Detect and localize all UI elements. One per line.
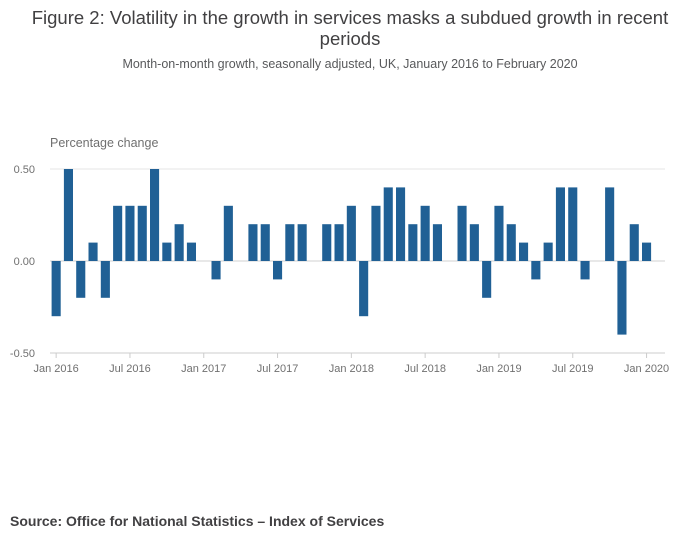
bar[interactable]: [346, 205, 356, 261]
x-tick-label: Jan 2020: [624, 363, 669, 375]
bar[interactable]: [432, 224, 442, 261]
bar[interactable]: [150, 169, 160, 261]
bar[interactable]: [297, 224, 307, 261]
bar[interactable]: [186, 242, 196, 261]
bar[interactable]: [617, 261, 627, 335]
bar[interactable]: [137, 205, 147, 261]
bar[interactable]: [285, 224, 295, 261]
x-tick-label: Jan 2019: [476, 363, 521, 375]
x-tick-label: Jan 2017: [181, 363, 226, 375]
bar[interactable]: [51, 261, 61, 317]
x-tick-label: Jan 2018: [329, 363, 374, 375]
bar[interactable]: [273, 261, 283, 280]
bar[interactable]: [248, 224, 258, 261]
bar[interactable]: [383, 187, 393, 261]
bar[interactable]: [371, 205, 381, 261]
bar[interactable]: [100, 261, 110, 298]
bar[interactable]: [494, 205, 504, 261]
bar[interactable]: [260, 224, 270, 261]
bar[interactable]: [629, 224, 639, 261]
bar[interactable]: [408, 224, 418, 261]
bar[interactable]: [642, 242, 652, 261]
y-tick-label: 0.00: [14, 256, 35, 268]
bar[interactable]: [125, 205, 135, 261]
bar[interactable]: [113, 205, 123, 261]
bar[interactable]: [211, 261, 221, 280]
bar[interactable]: [322, 224, 332, 261]
bar[interactable]: [223, 205, 233, 261]
x-tick-label: Jul 2017: [257, 363, 299, 375]
bar[interactable]: [580, 261, 590, 280]
bar[interactable]: [605, 187, 615, 261]
bar[interactable]: [359, 261, 369, 317]
bar[interactable]: [76, 261, 86, 298]
x-tick-label: Jul 2019: [552, 363, 594, 375]
bar[interactable]: [555, 187, 565, 261]
bar[interactable]: [88, 242, 98, 261]
bar[interactable]: [543, 242, 553, 261]
y-tick-label: -0.50: [10, 348, 35, 360]
bar[interactable]: [420, 205, 430, 261]
bar[interactable]: [482, 261, 492, 298]
bar[interactable]: [506, 224, 516, 261]
bar[interactable]: [519, 242, 529, 261]
chart-title: Figure 2: Volatility in the growth in se…: [31, 7, 669, 49]
bar[interactable]: [469, 224, 479, 261]
bar[interactable]: [334, 224, 344, 261]
x-tick-label: Jul 2018: [404, 363, 446, 375]
bar[interactable]: [568, 187, 578, 261]
bar[interactable]: [162, 242, 172, 261]
chart-subtitle: Month-on-month growth, seasonally adjust…: [122, 57, 578, 71]
bar[interactable]: [63, 169, 73, 261]
bar-chart: 0.50 0.00 -0.50 Jan 2016 Jul 2016 Jan 2017 Jul…: [10, 136, 669, 375]
x-tick-label: Jan 2016: [34, 363, 79, 375]
bar[interactable]: [396, 187, 406, 261]
bar[interactable]: [174, 224, 184, 261]
x-tick-label: Jul 2016: [109, 363, 151, 375]
source-note: Source: Office for National Statistics –…: [10, 513, 385, 529]
y-axis-label: Percentage change: [50, 136, 158, 150]
bar[interactable]: [457, 205, 467, 261]
y-tick-label: 0.50: [14, 164, 35, 176]
bar[interactable]: [531, 261, 541, 280]
